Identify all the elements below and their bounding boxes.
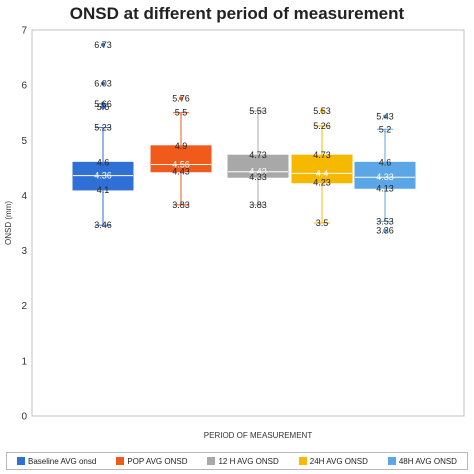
legend-swatch — [298, 457, 307, 465]
value-label: 5.23 — [94, 123, 112, 133]
value-label: 5.66 — [94, 99, 112, 109]
legend-item: 24H AVG ONSD — [298, 456, 368, 466]
value-label: 6.73 — [94, 40, 112, 50]
value-label: 3.46 — [94, 220, 112, 230]
box — [291, 154, 353, 184]
value-label: 4.33 — [376, 172, 394, 182]
chart-title: ONSD at different period of measurement — [69, 4, 405, 23]
legend-label: 48H AVG ONSD — [398, 456, 457, 466]
value-label: 5.53 — [313, 106, 331, 116]
legend-label: 24H AVG ONSD — [309, 456, 368, 466]
value-label: 5.26 — [313, 121, 331, 131]
y-axis: 0 1 2 3 4 5 6 7 — [21, 26, 27, 423]
value-label: 6.03 — [94, 78, 112, 88]
legend-item: Baseline AVG onsd — [16, 456, 97, 466]
value-label: 4.36 — [94, 171, 112, 181]
value-label: 4.13 — [376, 183, 394, 193]
legend: Baseline AVG onsd POP AVG ONSD 12 H AVG ON… — [6, 452, 468, 470]
legend-label: 12 H AVG ONSD — [218, 456, 279, 466]
box-group: 5.43 5.2 4.6 4.334.13 3.533.36 — [354, 112, 416, 236]
value-label: 3.5 — [316, 218, 329, 228]
box-group: 5.53 5.26 4.73 4.44.23 3.5 — [291, 106, 353, 228]
y-tick-label: 5 — [21, 136, 27, 147]
y-tick-label: 0 — [21, 412, 27, 423]
x-axis-title: PERIOD OF MEASUREMENT — [204, 431, 313, 440]
value-label: 5.76 — [172, 93, 190, 103]
value-label: 3.53 — [376, 216, 394, 226]
outlier-point — [320, 109, 324, 114]
y-tick-label: 6 — [21, 81, 27, 92]
value-label: 5.5 — [175, 108, 188, 118]
box-group: 5.76 5.5 4.9 4.564.43 3.83 — [150, 93, 212, 210]
y-tick-label: 3 — [21, 246, 27, 257]
legend-item: 48H AVG ONSD — [387, 456, 457, 466]
legend-swatch — [207, 457, 216, 465]
value-label: 3.36 — [376, 226, 394, 236]
value-label: 5.43 — [376, 112, 394, 122]
plot-area-border — [31, 29, 465, 417]
legend-label: POP AVG ONSD — [127, 456, 188, 466]
legend-swatch — [387, 457, 396, 465]
box-group: 5.53 4.73 4.434.33 3.83 — [227, 106, 289, 210]
box — [72, 161, 134, 191]
value-label: 4.1 — [97, 185, 110, 195]
y-tick-label: 2 — [21, 301, 27, 312]
box-group: 6.73 6.03 5.665.6 5.23 4.6 4.36 4.1 3.46 — [72, 40, 134, 230]
value-label: 4.4 — [316, 168, 329, 178]
value-label: 5.53 — [249, 106, 267, 116]
value-label: 5.2 — [379, 124, 392, 134]
box-series: 6.73 6.03 5.665.6 5.23 4.6 4.36 4.1 3.46 5.76 5.5… — [72, 40, 416, 236]
y-axis-title: ONSD (mm) — [4, 201, 13, 245]
value-label: 4.43 — [172, 167, 190, 177]
legend-item: POP AVG ONSD — [116, 457, 187, 466]
value-label: 4.9 — [175, 141, 188, 151]
outlier-point — [101, 81, 105, 86]
outlier-point — [101, 101, 105, 106]
outlier-point — [101, 105, 105, 110]
value-label: 4.6 — [97, 157, 110, 167]
y-tick-label: 4 — [21, 191, 27, 202]
outlier-point — [179, 96, 183, 101]
value-label: 4.43 — [249, 167, 267, 177]
y-tick-label: 7 — [21, 26, 27, 37]
legend-label: Baseline AVG onsd — [27, 456, 97, 466]
outlier-point — [383, 228, 387, 233]
value-label: 4.56 — [172, 160, 190, 170]
y-tick-label: 1 — [21, 356, 27, 367]
value-label: 3.83 — [249, 200, 267, 210]
value-label: 5.6 — [97, 102, 110, 112]
legend-item: 12 H AVG ONSD — [207, 456, 279, 466]
legend-swatch — [116, 457, 125, 465]
outlier-point — [383, 114, 387, 119]
outlier-point — [101, 42, 105, 47]
value-label: 3.83 — [172, 200, 190, 210]
value-label: 4.73 — [249, 150, 267, 160]
value-label: 4.33 — [249, 172, 267, 182]
value-label: 4.23 — [313, 178, 331, 188]
box — [150, 145, 212, 173]
value-label: 4.73 — [313, 150, 331, 160]
legend-swatch — [16, 457, 25, 465]
box — [354, 161, 416, 189]
value-label: 4.6 — [379, 157, 392, 167]
